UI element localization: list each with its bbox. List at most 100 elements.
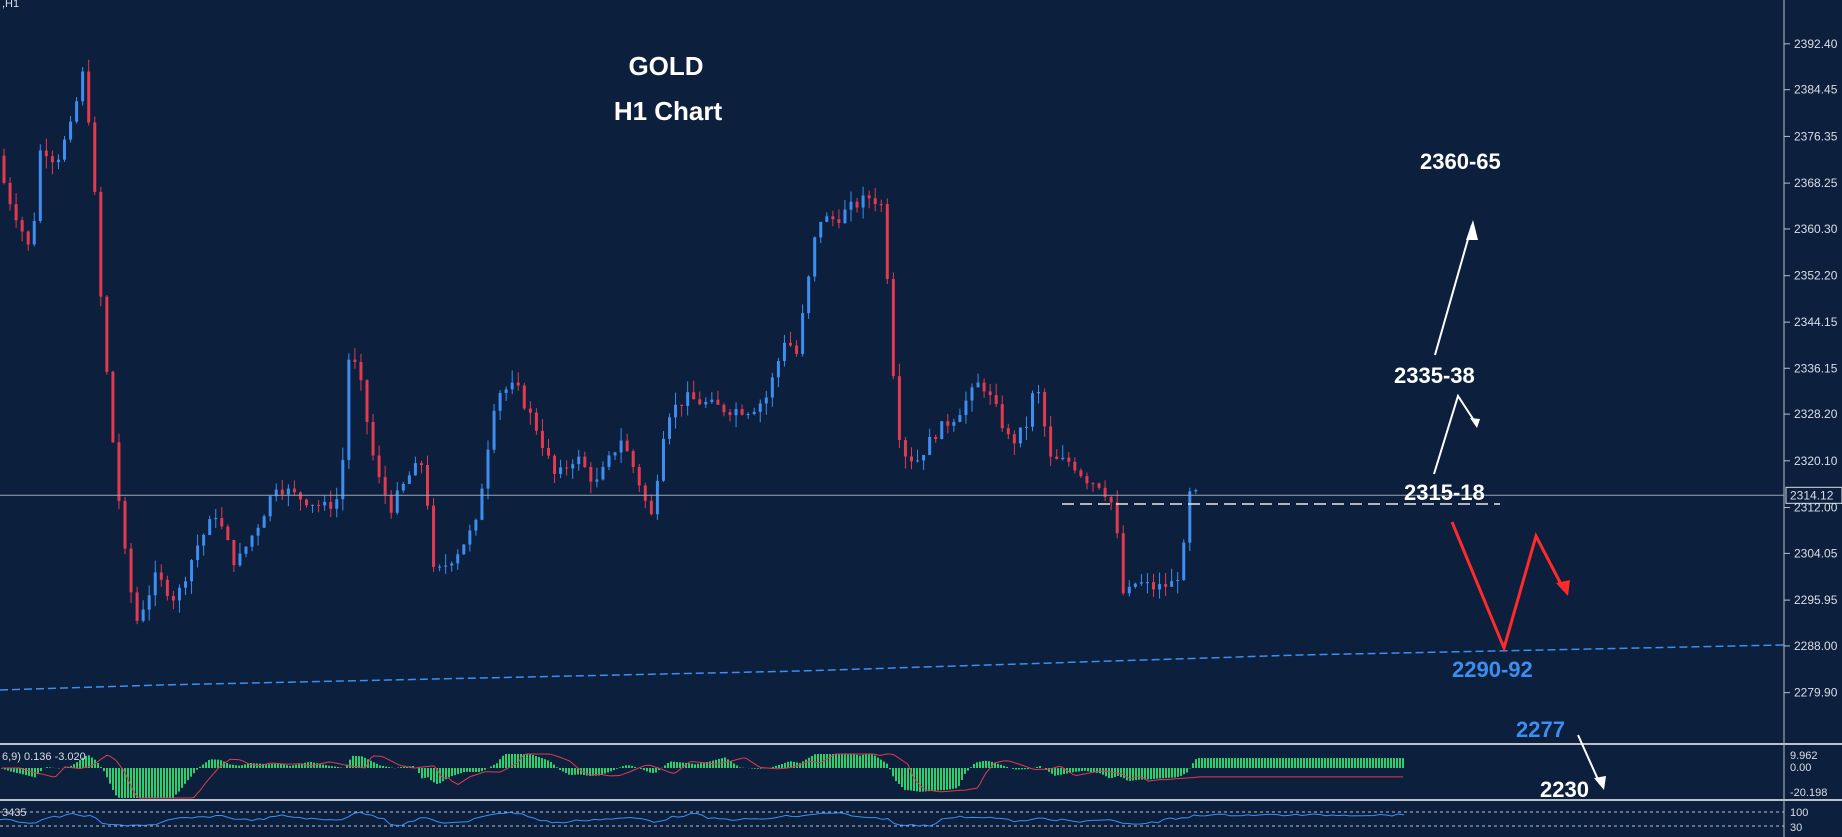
- candle-body: [444, 565, 448, 567]
- candle-body: [1115, 502, 1119, 534]
- downside-arrow: [1577, 734, 1606, 790]
- candle-body: [268, 496, 272, 517]
- candle-body: [1043, 392, 1047, 427]
- candle-body: [1139, 582, 1143, 584]
- candle-body: [1061, 457, 1065, 460]
- candle-body: [208, 519, 212, 535]
- candle-body: [147, 595, 151, 610]
- candle-body: [14, 204, 18, 221]
- candle-body: [1121, 533, 1125, 594]
- price-tick-label: 2304.05: [1794, 546, 1838, 560]
- candle-body: [982, 382, 986, 392]
- candle-body: [643, 485, 647, 501]
- candle-body: [504, 389, 508, 393]
- candle-body: [710, 399, 714, 403]
- candle-body: [668, 417, 671, 439]
- candle-body: [510, 382, 514, 390]
- candle-body: [141, 609, 145, 621]
- candle-body: [910, 456, 913, 462]
- candle-body: [692, 392, 696, 400]
- candle-body: [855, 201, 859, 208]
- current-price-box: [1785, 486, 1842, 504]
- candle-body: [32, 220, 36, 245]
- candle-body: [8, 182, 12, 205]
- candle-body: [885, 204, 889, 280]
- candles-layer: [2, 59, 1198, 625]
- candle-body: [540, 430, 544, 448]
- price-tick-label: 2279.90: [1794, 686, 1838, 700]
- candle-body: [123, 500, 127, 549]
- candle-body: [371, 422, 375, 456]
- candle-body: [994, 395, 998, 405]
- price-axis: 2392.40 2384.45 2376.35 2368.25 2360.30 2352.…: [1784, 37, 1838, 700]
- candle-body: [946, 421, 950, 426]
- candle-body: [837, 219, 841, 224]
- candle-body: [1164, 584, 1168, 587]
- chart-subtitle: H1 Chart: [614, 96, 723, 126]
- candle-body: [311, 504, 315, 506]
- price-tick-label: 2352.20: [1794, 269, 1838, 283]
- candle-body: [1079, 470, 1083, 477]
- candle-body: [764, 397, 768, 404]
- rsi-tick-bottom: 30: [1790, 822, 1802, 834]
- candle-body: [129, 548, 133, 593]
- candle-body: [317, 504, 321, 506]
- support-label: 2290-92: [1452, 657, 1533, 682]
- macd-tick-bottom: -20.198: [1790, 787, 1827, 799]
- candle-body: [903, 440, 907, 457]
- rsi-line: [0, 811, 1405, 827]
- candle-body: [819, 221, 823, 238]
- macd-signal-line: [2, 753, 1403, 799]
- corner-label: ,H1: [2, 0, 19, 10]
- candle-body: [438, 566, 442, 568]
- target-high-label: 2360-65: [1420, 149, 1501, 174]
- candle-body: [395, 490, 399, 513]
- candle-body: [1031, 393, 1034, 427]
- resistance-label: 2335-38: [1394, 363, 1475, 388]
- candle-body: [305, 499, 308, 506]
- candle-body: [232, 539, 236, 566]
- candle-body: [801, 313, 805, 354]
- candle-body: [952, 421, 956, 426]
- candle-body: [698, 399, 702, 405]
- price-tick-label: 2328.20: [1794, 407, 1838, 421]
- candle-body: [891, 279, 895, 377]
- price-tick-label: 2295.95: [1794, 593, 1838, 607]
- candle-body: [238, 553, 242, 566]
- candle-body: [365, 380, 369, 423]
- candle-body: [298, 492, 302, 500]
- candle-body: [56, 159, 60, 163]
- candle-body: [776, 361, 780, 378]
- price-tick-label: 2336.15: [1794, 361, 1838, 375]
- candle-body: [807, 276, 811, 314]
- candle-body: [480, 488, 484, 520]
- candle-body: [740, 409, 744, 415]
- macd-tick-zero: 0.00: [1790, 762, 1811, 774]
- candle-body: [184, 581, 187, 588]
- price-tick-label: 2312.00: [1794, 501, 1838, 515]
- target-low-label: 2230: [1540, 777, 1589, 802]
- candle-body: [20, 220, 24, 232]
- candle-body: [280, 489, 284, 495]
- candle-body: [262, 516, 266, 528]
- candle-body: [450, 563, 454, 566]
- candle-body: [165, 579, 169, 596]
- candle-body: [1103, 487, 1107, 497]
- candle-body: [153, 572, 157, 596]
- candle-body: [789, 342, 792, 346]
- candle-body: [746, 414, 750, 416]
- candle-body: [244, 546, 248, 554]
- bullish-scenario-arrow: [1433, 220, 1480, 475]
- candle-body: [492, 410, 496, 450]
- price-tick-label: 2384.45: [1794, 83, 1838, 97]
- macd-panel: [1, 753, 1404, 799]
- price-tick-label: 2392.40: [1794, 37, 1838, 51]
- candle-body: [680, 404, 684, 406]
- candle-body: [674, 404, 678, 418]
- candle-body: [389, 494, 393, 513]
- candle-body: [964, 400, 968, 415]
- candle-body: [1024, 426, 1028, 428]
- candle-body: [976, 382, 980, 388]
